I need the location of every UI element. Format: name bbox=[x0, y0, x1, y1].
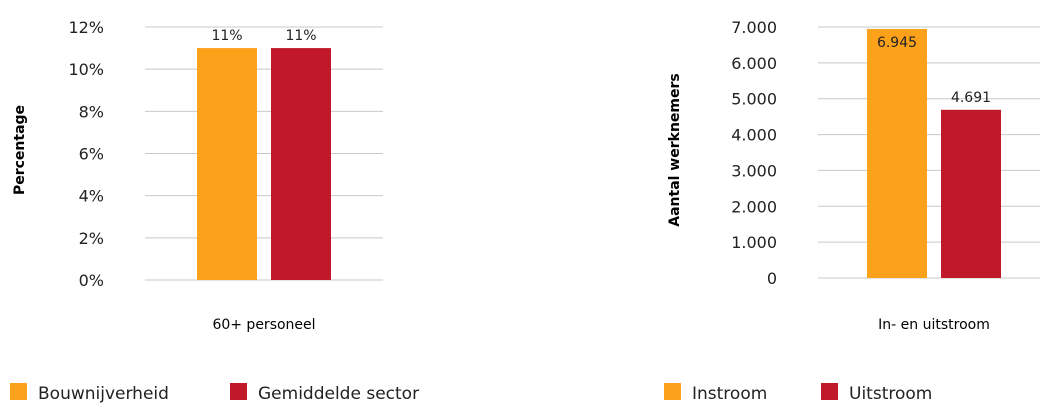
data-label-bouwnijverheid: 11% bbox=[211, 28, 242, 44]
bar-uitstroom bbox=[941, 109, 1001, 278]
y-tick-label-1: 1.000 bbox=[731, 233, 777, 252]
bars: 11% 11% bbox=[197, 28, 331, 281]
bars: 6.945 4.691 bbox=[867, 28, 1001, 279]
y-gridlines bbox=[818, 26, 1040, 279]
bar-bouwnijverheid bbox=[197, 48, 257, 281]
legend: Instroom Uitstroom bbox=[664, 383, 932, 404]
y-axis-label: Percentage bbox=[12, 105, 28, 195]
data-label-gemiddelde-sector: 11% bbox=[285, 28, 316, 44]
y-tick-label-5: 10% bbox=[68, 60, 104, 79]
y-tick-label-4: 4.000 bbox=[731, 126, 777, 145]
data-label-instroom: 6.945 bbox=[877, 35, 917, 51]
y-tick-label-0: 0% bbox=[79, 271, 104, 290]
y-tick-labels: 0% 2% 4% 6% 8% 10% 12% bbox=[68, 18, 104, 290]
y-tick-label-7: 7.000 bbox=[731, 18, 777, 37]
chart-60plus-personeel: 11% 11% 0% 2% 4% 6% 8% 10% 12% Percentage 60+ p… bbox=[10, 18, 419, 404]
legend-swatch-bouwnijverheid bbox=[10, 383, 27, 400]
y-tick-labels: 0 1.000 2.000 3.000 4.000 5.000 6.000 7.000 bbox=[731, 18, 777, 288]
y-tick-label-2: 2.000 bbox=[731, 197, 777, 216]
chart-in-en-uitstroom: 6.945 4.691 0 1.000 2.000 3.000 4.000 5.000 6.0… bbox=[664, 18, 1040, 404]
y-tick-label-2: 4% bbox=[79, 187, 104, 206]
legend-label-bouwnijverheid: Bouwnijverheid bbox=[38, 384, 169, 403]
y-tick-label-1: 2% bbox=[79, 229, 104, 248]
legend: Bouwnijverheid Gemiddelde sector bbox=[10, 383, 419, 404]
bar-instroom bbox=[867, 28, 927, 279]
y-tick-label-4: 8% bbox=[79, 102, 104, 121]
y-gridlines bbox=[145, 26, 383, 281]
y-tick-label-3: 3.000 bbox=[731, 161, 777, 180]
legend-label-gemiddelde-sector: Gemiddelde sector bbox=[258, 384, 419, 403]
y-tick-label-6: 12% bbox=[68, 18, 104, 37]
legend-swatch-instroom bbox=[664, 383, 681, 400]
legend-label-instroom: Instroom bbox=[692, 384, 767, 403]
y-tick-label-5: 5.000 bbox=[731, 90, 777, 109]
legend-label-uitstroom: Uitstroom bbox=[849, 384, 932, 403]
x-category-label: 60+ personeel bbox=[212, 317, 315, 333]
bar-gemiddelde-sector bbox=[271, 48, 331, 281]
legend-swatch-gemiddelde-sector bbox=[230, 383, 247, 400]
y-tick-label-3: 6% bbox=[79, 145, 104, 164]
x-category-label: In- en uitstroom bbox=[878, 317, 990, 333]
y-tick-label-6: 6.000 bbox=[731, 54, 777, 73]
data-label-uitstroom: 4.691 bbox=[951, 90, 991, 106]
y-axis-label: Aantal werknemers bbox=[667, 73, 683, 227]
y-tick-label-0: 0 bbox=[767, 269, 777, 288]
legend-swatch-uitstroom bbox=[821, 383, 838, 400]
